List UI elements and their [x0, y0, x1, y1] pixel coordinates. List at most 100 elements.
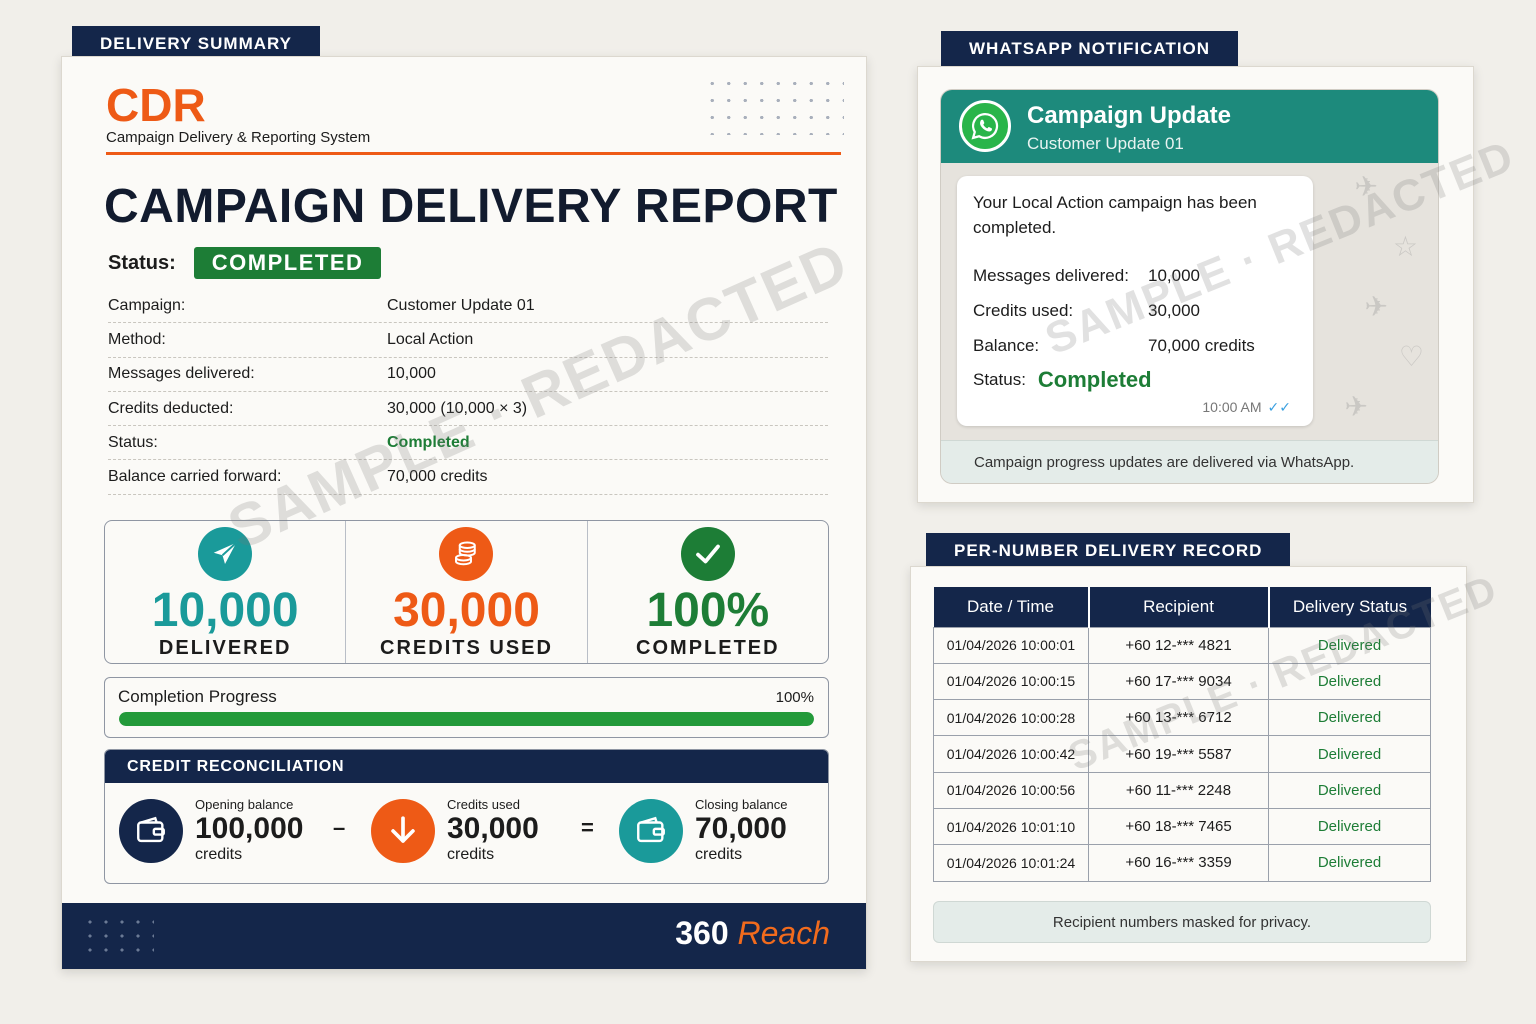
per-number-record-tab: PER-NUMBER DELIVERY RECORD — [926, 533, 1291, 569]
credit-reconciliation: CREDIT RECONCILIATION Opening balance 10… — [104, 749, 829, 884]
detail-label: Balance carried forward: — [108, 468, 282, 486]
arrow-down-icon — [371, 798, 435, 863]
cell-recipient: +60 18-*** 7465 — [1088, 807, 1269, 846]
brand: CDR Campaign Delivery & Reporting System — [106, 79, 370, 146]
opening-balance: Opening balance 100,000 credits — [119, 797, 303, 864]
message-label: Balance: — [973, 335, 1040, 355]
detail-label: Status: — [108, 433, 158, 451]
report-footer: 360 Reach — [62, 903, 866, 969]
coins-icon — [439, 527, 494, 581]
detail-row: Status: Completed — [108, 426, 828, 461]
completion-progress: Completion Progress 100% — [104, 677, 829, 738]
footer-logo: 360 Reach — [675, 915, 830, 952]
cell-datetime: 01/04/2026 10:00:01 — [933, 626, 1089, 664]
page-title: CAMPAIGN DELIVERY REPORT — [104, 180, 838, 233]
cell-recipient: +60 17-*** 9034 — [1088, 662, 1269, 701]
stats-panel: 10,000 DELIVERED 30,000 CREDITS USED 100… — [104, 520, 829, 664]
chat-subtitle: Customer Update 01 — [1027, 134, 1184, 153]
table-row: 01/04/2026 10:00:42 +60 19-*** 5587 Delive… — [933, 735, 1431, 773]
stat-value: 10,000 — [151, 584, 299, 637]
detail-row: Campaign: Customer Update 01 — [108, 289, 828, 324]
used-unit: credits — [447, 846, 495, 863]
cell-datetime: 01/04/2026 10:01:24 — [933, 844, 1089, 882]
cell-status: Delivered — [1268, 844, 1431, 882]
divider — [106, 152, 841, 155]
equals-operator: = — [581, 815, 594, 840]
whatsapp-notification-tab: WHATSAPP NOTIFICATION — [941, 31, 1239, 67]
table-row: 01/04/2026 10:00:28 +60 13-*** 6712 Delive… — [933, 699, 1431, 737]
message-label: Credits used: — [973, 300, 1074, 320]
message-value: 10,000 — [1148, 265, 1200, 285]
brand-subtitle: Campaign Delivery & Reporting System — [106, 129, 371, 146]
star-icon: ☆ — [1392, 231, 1418, 262]
cell-status: Delivered — [1268, 771, 1431, 809]
detail-label: Credits deducted: — [108, 399, 234, 417]
cell-datetime: 01/04/2026 10:01:10 — [933, 807, 1089, 846]
message-label: Messages delivered: — [973, 265, 1129, 285]
time-text: 10:00 AM — [1202, 399, 1262, 415]
detail-row: Balance carried forward: 70,000 credits — [108, 460, 828, 495]
progress-track — [119, 712, 814, 726]
column-header: Recipient — [1087, 587, 1269, 627]
progress-label: Completion Progress — [118, 687, 277, 706]
detail-value: Local Action — [387, 330, 474, 348]
message-row: Balance: 70,000 credits — [973, 328, 1297, 363]
detail-row: Messages delivered: 10,000 — [108, 358, 828, 392]
detail-row: Method: Local Action — [108, 323, 828, 358]
detail-label: Campaign: — [108, 296, 186, 314]
details-list: Campaign: Customer Update 01 Method: Local… — [108, 289, 828, 495]
progress-fill — [119, 712, 814, 726]
cell-status: Delivered — [1268, 735, 1431, 773]
whatsapp-chat: ✈ ☆ ✈ ♡ ✈ Campaign Update Customer Updat… — [940, 89, 1439, 484]
message-value: 70,000 credits — [1148, 335, 1255, 355]
cell-recipient: +60 13-*** 6712 — [1088, 699, 1269, 737]
dot-pattern — [704, 75, 844, 135]
table-row: 01/04/2026 10:00:56 +60 11-*** 2248 Delive… — [933, 771, 1431, 809]
column-header: Date / Time — [933, 587, 1089, 627]
message-row: Messages delivered: 10,000 — [973, 258, 1297, 293]
detail-value: Customer Update 01 — [387, 296, 535, 314]
cell-recipient: +60 19-*** 5587 — [1088, 735, 1269, 773]
message-status: Status: Completed — [973, 367, 1297, 393]
stat-credits-used: 30,000 CREDITS USED — [345, 521, 586, 663]
dot-pattern — [82, 915, 154, 957]
column-header: Delivery Status — [1267, 587, 1431, 627]
detail-value: 30,000 (10,000 × 3) — [387, 399, 528, 417]
progress-value: 100% — [775, 689, 814, 706]
reconciliation-title: CREDIT RECONCILIATION — [105, 750, 828, 783]
message-time: 10:00 AM ✓✓ — [1202, 399, 1291, 416]
message-row: Credits used: 30,000 — [973, 293, 1297, 328]
detail-label: Messages delivered: — [108, 365, 255, 383]
stat-completed: 100% COMPLETED — [586, 521, 828, 663]
whatsapp-footer-note: Campaign progress updates are delivered … — [941, 440, 1438, 483]
credits-used: Credits used 30,000 credits — [371, 797, 539, 864]
checkmark-icon — [680, 527, 735, 581]
detail-value: 10,000 — [387, 365, 436, 383]
cell-recipient: +60 12-*** 4821 — [1088, 626, 1269, 664]
cell-recipient: +60 16-*** 3359 — [1088, 844, 1269, 882]
message-status-value: Completed — [1037, 367, 1152, 392]
cell-recipient: +60 11-*** 2248 — [1088, 771, 1269, 809]
detail-value-status: Completed — [387, 433, 470, 451]
status-badge: COMPLETED — [193, 247, 382, 279]
used-label: Credits used — [447, 797, 520, 812]
cell-datetime: 01/04/2026 10:00:56 — [933, 771, 1089, 809]
detail-value: 70,000 credits — [387, 468, 488, 486]
wallet-icon — [619, 798, 683, 863]
logo-word: Reach — [737, 915, 831, 951]
cell-status: Delivered — [1268, 807, 1431, 846]
detail-label: Method: — [108, 330, 166, 348]
closing-label: Closing balance — [695, 797, 788, 812]
detail-row: Credits deducted: 30,000 (10,000 × 3) — [108, 392, 828, 427]
stat-delivered: 10,000 DELIVERED — [105, 521, 345, 663]
cell-datetime: 01/04/2026 10:00:28 — [933, 699, 1089, 737]
paper-plane-icon: ✈ — [1344, 391, 1368, 422]
paper-plane-icon: ✈ — [1364, 291, 1388, 322]
message-text: Your Local Action campaign has been comp… — [973, 193, 1257, 237]
minus-operator: – — [333, 815, 346, 840]
whatsapp-header: Campaign Update Customer Update 01 — [941, 90, 1438, 163]
message-bubble: Your Local Action campaign has been comp… — [957, 176, 1313, 426]
status-label: Status: — [108, 251, 176, 274]
message-status-label: Status: — [973, 370, 1026, 389]
closing-value: 70,000 — [695, 812, 787, 845]
